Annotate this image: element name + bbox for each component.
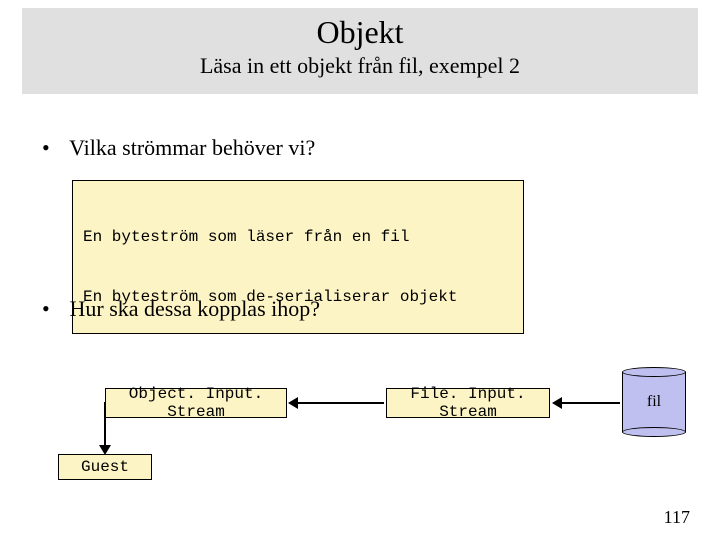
node-label: Guest [81,458,129,476]
node-label: Object. Input. Stream [106,385,286,421]
bullet-text: Vilka strömmar behöver vi? [69,135,315,160]
node-object-input-stream: Object. Input. Stream [105,388,287,418]
flow-arrow-down-icon [104,402,106,445]
code-line: En byteström som läser från en fil [83,227,513,247]
node-file-input-stream: File. Input. Stream [386,388,550,418]
page-number: 117 [664,507,690,528]
node-fil-scroll: fil [622,367,686,437]
flow-arrow-icon [562,402,620,404]
node-label: fil [622,393,686,411]
node-label: File. Input. Stream [387,385,549,421]
bullet-item: • Vilka strömmar behöver vi? [42,135,315,161]
slide-subtitle: Läsa in ett objekt från fil, exempel 2 [22,53,698,79]
bullet-item: • Hur ska dessa kopplas ihop? [42,296,320,322]
bullet-text: Hur ska dessa kopplas ihop? [70,296,321,321]
bullet-marker-icon: • [42,296,64,322]
flow-arrow-icon [298,402,384,404]
node-guest: Guest [58,454,152,480]
slide-title: Objekt [22,14,698,51]
bullet-marker-icon: • [42,135,64,161]
slide-header: Objekt Läsa in ett objekt från fil, exem… [22,8,698,94]
